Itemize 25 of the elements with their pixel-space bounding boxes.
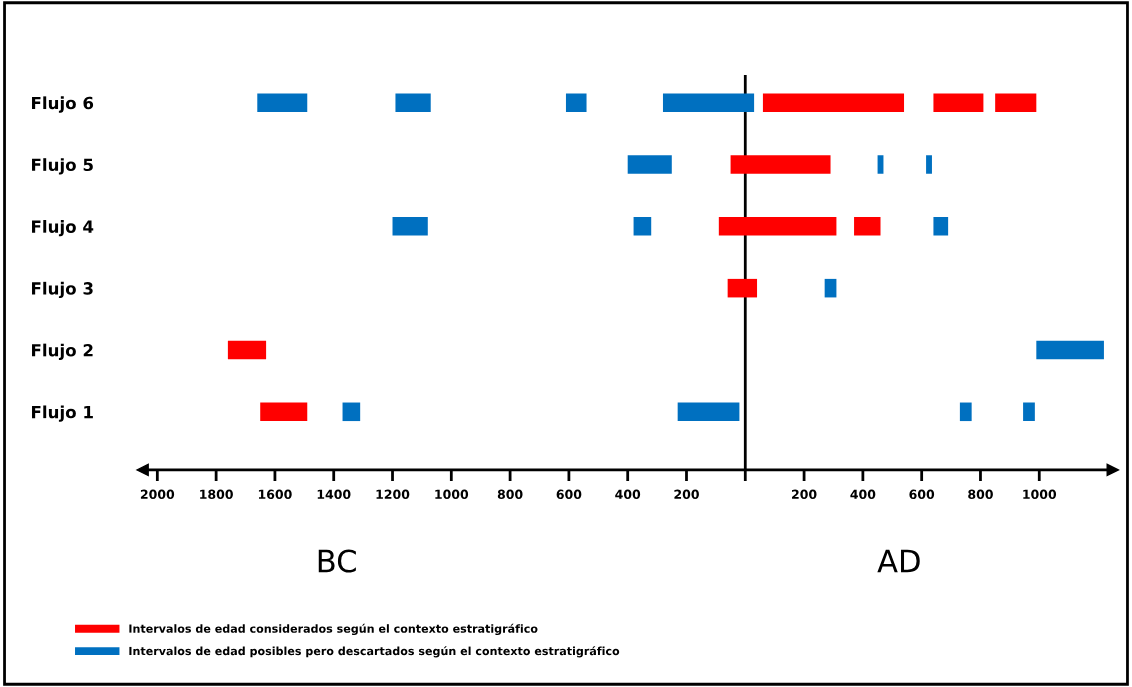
x-tick-label: 1000 bbox=[1023, 489, 1057, 500]
y-tick-label: Flujo 5 bbox=[32, 158, 93, 175]
x-tick-label: 400 bbox=[850, 489, 876, 500]
x-tick-label: 800 bbox=[968, 489, 993, 500]
legend-label: Intervalos de edad posibles pero descartados según el contexto estratigráfico bbox=[129, 646, 620, 658]
x-tick-label: 1800 bbox=[200, 489, 233, 500]
y-tick-label: Flujo 1 bbox=[32, 405, 93, 422]
x-tick-label: 400 bbox=[615, 489, 641, 500]
x-tick-label: 600 bbox=[556, 489, 582, 500]
x-tick-label: 1600 bbox=[258, 489, 292, 500]
y-tick-label: Flujo 6 bbox=[32, 96, 94, 113]
x-tick-label: 1000 bbox=[435, 489, 469, 500]
text: BC bbox=[318, 549, 356, 573]
y-tick-label: Flujo 3 bbox=[32, 281, 93, 299]
x-tick-label: 600 bbox=[909, 489, 935, 500]
legend-label: Intervalos de edad considerados según el contexto estratigráfico bbox=[129, 623, 538, 636]
x-tick-label: 2000 bbox=[140, 489, 175, 500]
x-tick-label: 1200 bbox=[376, 489, 410, 500]
x-tick-label: 200 bbox=[674, 489, 699, 500]
y-tick-label: Flujo 4 bbox=[32, 220, 94, 237]
text: AD bbox=[877, 549, 920, 573]
y-tick-label: Flujo 2 bbox=[32, 343, 93, 360]
x-tick-label: 200 bbox=[792, 489, 817, 500]
x-tick-label: 800 bbox=[497, 489, 523, 500]
x-tick-label: 1400 bbox=[317, 489, 351, 500]
